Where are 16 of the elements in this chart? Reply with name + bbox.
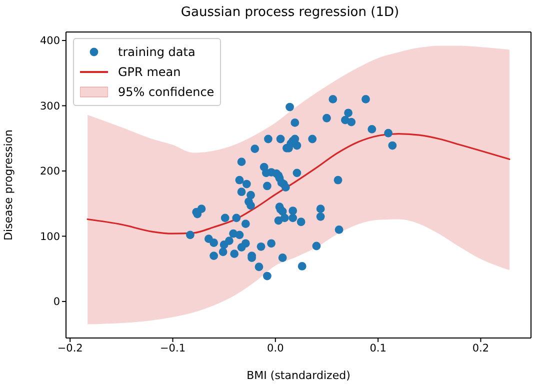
x-tick-label: 0.1	[370, 342, 386, 354]
y-tick-label: 0	[53, 296, 60, 308]
x-tick-label: −0.1	[160, 342, 186, 354]
annotation: 95% confidence	[118, 84, 214, 101]
legend-label: training data	[118, 44, 196, 61]
legend-label: GPR mean	[118, 64, 181, 81]
y-tick-label: 100	[40, 230, 60, 243]
x-tick-label: 0.0	[267, 342, 284, 354]
chart-title: Gaussian process regression (1D)	[180, 5, 400, 20]
y-tick-label: 200	[40, 166, 60, 178]
y-tick-label: 300	[40, 100, 60, 112]
x-tick-label: −0.2	[57, 342, 83, 354]
y-tick-label: 400	[40, 35, 60, 48]
x-axis-title: BMI (standardized)	[246, 369, 350, 382]
y-axis-title: Disease progression	[2, 129, 15, 241]
x-tick-label: 0.2	[472, 342, 490, 354]
